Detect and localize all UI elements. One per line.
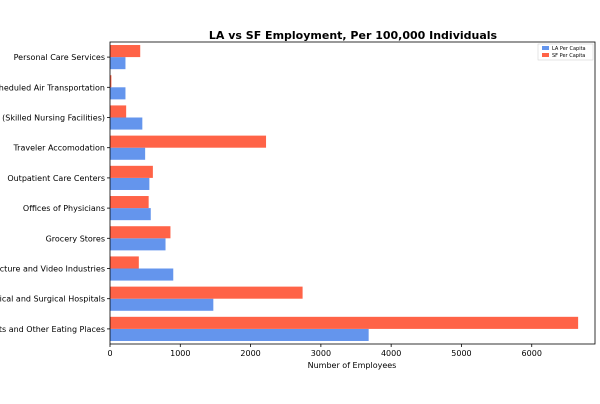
x-axis-ticks: 0 1000 2000 3000 4000 5000 6000 bbox=[107, 344, 542, 358]
y-tick-label-3: Grocery Stores bbox=[46, 234, 105, 243]
y-tick-label-1: edical and Surgical Hospitals bbox=[0, 295, 105, 304]
bar-sf-1 bbox=[110, 286, 303, 299]
bar-sf-3 bbox=[110, 226, 171, 239]
bar-sf-0 bbox=[110, 316, 579, 329]
bar-sf-5 bbox=[110, 165, 153, 178]
y-tick-label-6: Traveler Accomodation bbox=[12, 144, 105, 153]
y-tick-label-8: Scheduled Air Transportation bbox=[0, 83, 105, 92]
bar-la-7 bbox=[110, 117, 143, 130]
bar-sf-2 bbox=[110, 256, 139, 269]
y-tick-label-2: Picture and Video Industries bbox=[0, 265, 105, 274]
legend-swatch-sf bbox=[542, 53, 549, 57]
bar-la-9 bbox=[110, 57, 126, 70]
bar-sf-6 bbox=[110, 135, 267, 148]
bar-sf-8 bbox=[110, 75, 112, 88]
bar-sf-9 bbox=[110, 45, 141, 58]
bar-la-3 bbox=[110, 238, 166, 251]
plot-frame bbox=[109, 41, 596, 345]
bar-sf-7 bbox=[110, 105, 127, 118]
y-tick-label-7: es (Skilled Nursing Facilities) bbox=[0, 114, 105, 123]
x-axis-label: Number of Employees bbox=[308, 361, 397, 370]
x-tick-label-2: 2000 bbox=[240, 349, 260, 358]
bar-la-2 bbox=[110, 268, 174, 281]
x-tick-label-4: 4000 bbox=[381, 349, 401, 358]
x-tick-label-0: 0 bbox=[107, 349, 112, 358]
y-tick-label-4: Offices of Physicians bbox=[23, 204, 105, 213]
y-tick-label-0: nts and Other Eating Places bbox=[0, 325, 105, 334]
y-tick-label-9: Personal Care Services bbox=[14, 53, 105, 62]
bar-la-4 bbox=[110, 208, 151, 221]
legend-swatch-la bbox=[542, 46, 549, 50]
bar-la-6 bbox=[110, 147, 146, 160]
legend-box bbox=[537, 43, 594, 61]
bar-la-8 bbox=[110, 87, 126, 100]
bar-la-1 bbox=[110, 298, 214, 311]
bar-la-0 bbox=[110, 328, 369, 341]
y-axis-ticks: nts and Other Eating Places edical and Su… bbox=[0, 53, 110, 334]
bar-sf-4 bbox=[110, 196, 149, 209]
bar-la-5 bbox=[110, 177, 150, 190]
y-tick-label-5: Outpatient Care Centers bbox=[7, 174, 105, 183]
x-tick-label-1: 1000 bbox=[170, 349, 190, 358]
bars-group bbox=[110, 45, 579, 341]
x-tick-label-6: 6000 bbox=[522, 349, 542, 358]
legend: LA Per Capita SF Per Capita bbox=[537, 43, 594, 61]
chart-title: LA vs SF Employment, Per 100,000 Individ… bbox=[209, 29, 498, 42]
x-tick-label-3: 3000 bbox=[311, 349, 331, 358]
x-tick-label-5: 5000 bbox=[451, 349, 471, 358]
legend-label-la: LA Per Capita bbox=[552, 46, 586, 52]
legend-label-sf: SF Per Capita bbox=[552, 53, 585, 59]
